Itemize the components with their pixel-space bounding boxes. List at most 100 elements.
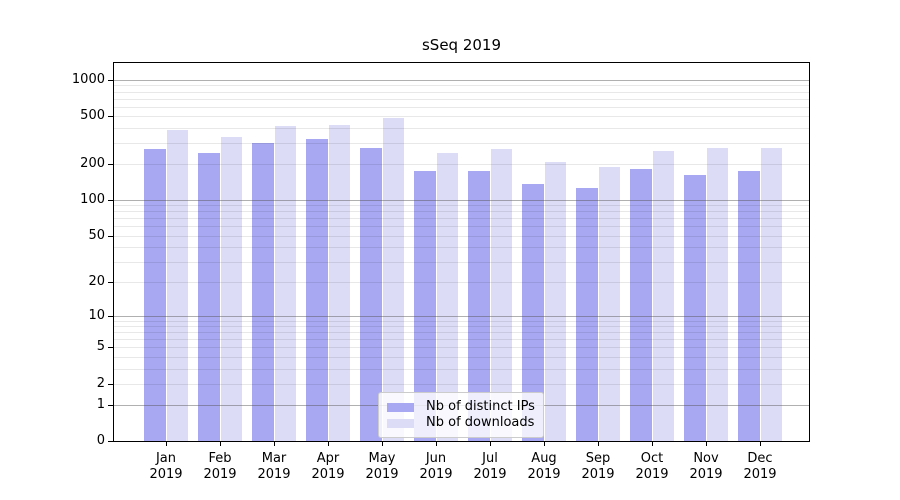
bar-mar-nb-of-distinct-ips <box>252 143 274 441</box>
x-tick-year: 2019 <box>581 467 615 482</box>
x-tick-month: Nov <box>693 451 719 466</box>
chart-title: sSeq 2019 <box>421 36 502 54</box>
x-tick-month: Jul <box>482 451 498 466</box>
y-tick-mark <box>108 347 113 349</box>
y-tick-label: 0 <box>96 433 105 448</box>
legend-item-distinct-ips: Nb of distinct IPs <box>387 399 535 415</box>
x-tick-label-nov: Nov 2019 <box>678 451 734 483</box>
bar-may-nb-of-distinct-ips <box>360 148 382 441</box>
x-tick-year: 2019 <box>311 467 345 482</box>
legend-label-distinct-ips: Nb of distinct IPs <box>426 399 535 414</box>
bar-jun-nb-of-downloads <box>436 153 458 441</box>
y-tick-label: 10 <box>88 307 105 323</box>
bar-sep-nb-of-distinct-ips <box>576 188 598 441</box>
bar-jul-nb-of-distinct-ips <box>468 171 490 441</box>
x-tick-year: 2019 <box>419 467 453 482</box>
y-tick-mark <box>108 163 113 165</box>
x-tick-mark <box>436 442 437 446</box>
x-tick-mark <box>652 442 653 446</box>
bar-jun-nb-of-distinct-ips <box>414 170 436 441</box>
x-tick-mark <box>166 442 167 446</box>
x-tick-year: 2019 <box>257 467 291 482</box>
bar-nov-nb-of-downloads <box>706 148 728 441</box>
y-tick-mark <box>108 116 113 118</box>
x-tick-month: Jun <box>425 451 447 466</box>
y-tick-mark <box>108 79 113 81</box>
gridline-minor <box>114 116 809 118</box>
x-tick-year: 2019 <box>149 467 183 482</box>
gridline-minor <box>114 106 809 108</box>
bar-may-nb-of-downloads <box>382 117 404 441</box>
x-tick-mark <box>598 442 599 446</box>
x-tick-mark <box>544 442 545 446</box>
y-tick-label: 100 <box>80 191 105 207</box>
x-tick-year: 2019 <box>743 467 777 482</box>
x-tick-year: 2019 <box>473 467 507 482</box>
bar-apr-nb-of-distinct-ips <box>306 139 328 441</box>
x-tick-label-feb: Feb 2019 <box>192 451 248 483</box>
gridline-major <box>114 79 809 81</box>
bar-dec-nb-of-distinct-ips <box>738 171 760 441</box>
x-tick-month: Feb <box>208 451 232 466</box>
bar-aug-nb-of-distinct-ips <box>522 183 544 441</box>
bar-aug-nb-of-downloads <box>544 162 566 441</box>
x-tick-label-oct: Oct 2019 <box>624 451 680 483</box>
x-tick-month: Oct <box>640 451 664 466</box>
y-tick-mark <box>108 235 113 237</box>
y-tick-label: 20 <box>88 273 105 289</box>
x-tick-mark <box>328 442 329 446</box>
x-tick-month: Apr <box>316 451 340 466</box>
y-tick-label: 1 <box>96 396 105 412</box>
y-tick-mark <box>108 199 113 201</box>
x-tick-label-jun: Jun 2019 <box>408 451 464 483</box>
x-tick-label-aug: Aug 2019 <box>516 451 572 483</box>
gridline-minor <box>114 127 809 129</box>
bar-oct-nb-of-distinct-ips <box>630 169 652 441</box>
bar-sep-nb-of-downloads <box>598 167 620 441</box>
x-tick-month: Aug <box>531 451 557 466</box>
bar-apr-nb-of-downloads <box>328 124 350 441</box>
x-tick-label-sep: Sep 2019 <box>570 451 626 483</box>
gridline-minor <box>114 142 809 144</box>
y-tick-mark <box>108 315 113 317</box>
x-tick-year: 2019 <box>635 467 669 482</box>
x-tick-year: 2019 <box>689 467 723 482</box>
bar-feb-nb-of-downloads <box>220 136 242 441</box>
x-tick-label-mar: Mar 2019 <box>246 451 302 483</box>
legend: Nb of distinct IPs Nb of downloads <box>378 392 544 438</box>
x-tick-mark <box>490 442 491 446</box>
legend-item-downloads: Nb of downloads <box>387 415 535 431</box>
bar-feb-nb-of-distinct-ips <box>198 153 220 441</box>
x-tick-label-may: May 2019 <box>354 451 410 483</box>
x-tick-label-jul: Jul 2019 <box>462 451 518 483</box>
x-tick-year: 2019 <box>203 467 237 482</box>
bar-jul-nb-of-downloads <box>490 148 512 441</box>
x-tick-mark <box>706 442 707 446</box>
bar-jan-nb-of-distinct-ips <box>144 148 166 441</box>
x-tick-label-jan: Jan 2019 <box>138 451 194 483</box>
y-tick-mark <box>108 441 113 442</box>
y-tick-mark <box>108 281 113 283</box>
plot-area <box>113 62 810 442</box>
y-tick-label: 2 <box>96 375 105 391</box>
x-tick-mark <box>220 442 221 446</box>
y-tick-label: 200 <box>80 155 105 171</box>
y-tick-mark <box>108 383 113 385</box>
bar-mar-nb-of-downloads <box>274 125 296 441</box>
legend-swatch-downloads <box>387 418 414 428</box>
x-tick-year: 2019 <box>527 467 561 482</box>
y-tick-label: 5 <box>96 339 105 355</box>
x-tick-month: Dec <box>747 451 773 466</box>
x-tick-month: Jan <box>155 451 177 466</box>
x-tick-year: 2019 <box>365 467 399 482</box>
gridline-minor <box>114 98 809 100</box>
x-tick-month: Sep <box>585 451 611 466</box>
y-tick-label: 500 <box>80 108 105 124</box>
x-tick-mark <box>760 442 761 446</box>
x-tick-mark <box>274 442 275 446</box>
x-tick-mark <box>382 442 383 446</box>
x-tick-label-dec: Dec 2019 <box>732 451 788 483</box>
gridline-minor <box>114 91 809 93</box>
bar-dec-nb-of-downloads <box>760 147 782 441</box>
